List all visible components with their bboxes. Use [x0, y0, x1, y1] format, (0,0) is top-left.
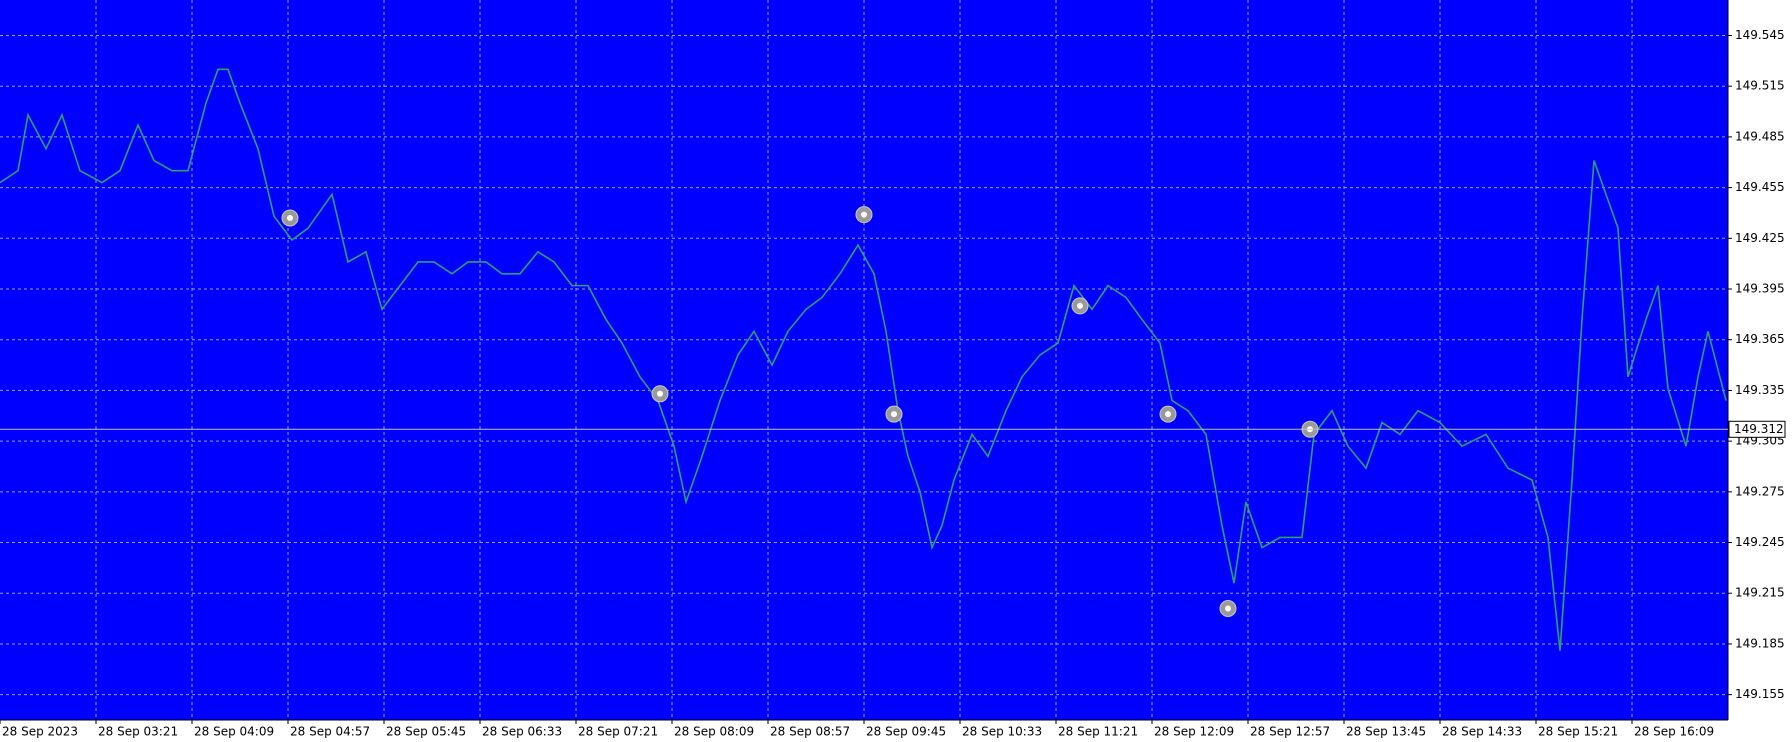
trade-marker-center [1225, 605, 1231, 612]
x-tick-label: 28 Sep 06:33 [482, 725, 562, 739]
trade-marker-center [287, 215, 293, 222]
y-tick-label: 149.395 [1735, 282, 1785, 296]
y-tick-label: 149.425 [1735, 231, 1785, 245]
y-tick-label: 149.485 [1735, 129, 1785, 143]
y-tick-label: 149.155 [1735, 687, 1785, 701]
trade-marker-center [891, 411, 897, 418]
x-tick-label: 28 Sep 11:21 [1058, 725, 1138, 739]
trade-marker-center [861, 211, 867, 218]
x-tick-label: 28 Sep 10:33 [962, 725, 1042, 739]
y-tick-label: 149.245 [1735, 535, 1785, 549]
x-tick-label: 28 Sep 09:45 [866, 725, 946, 739]
y-tick-label: 149.545 [1735, 28, 1785, 42]
x-tick-label: 28 Sep 08:09 [674, 725, 754, 739]
y-tick-label: 149.185 [1735, 636, 1785, 650]
current-price-box [1728, 420, 1786, 438]
x-tick-label: 28 Sep 2023 [2, 725, 78, 739]
x-tick-label: 28 Sep 04:57 [290, 725, 370, 739]
x-tick-label: 28 Sep 12:09 [1154, 725, 1234, 739]
price-line [0, 68, 1727, 651]
current-price-label: 149.312 [1734, 422, 1784, 436]
x-tick-label: 28 Sep 03:21 [98, 725, 178, 739]
y-tick-label: 149.275 [1735, 484, 1785, 498]
y-tick-label: 149.455 [1735, 180, 1785, 194]
y-tick-label: 149.365 [1735, 332, 1785, 346]
trade-marker-center [1077, 302, 1083, 309]
y-tick-label: 149.515 [1735, 79, 1785, 93]
x-tick-label: 28 Sep 04:09 [194, 725, 274, 739]
x-tick-label: 28 Sep 14:33 [1442, 725, 1522, 739]
y-tick-label: 149.215 [1735, 586, 1785, 600]
trade-marker-center [657, 390, 663, 397]
x-tick-label: 28 Sep 13:45 [1346, 725, 1426, 739]
trade-marker-center [1165, 411, 1171, 418]
x-tick-label: 28 Sep 15:21 [1538, 725, 1618, 739]
y-tick-label: 149.335 [1735, 383, 1785, 397]
x-tick-label: 28 Sep 05:45 [386, 725, 466, 739]
x-tick-label: 28 Sep 16:09 [1634, 725, 1714, 739]
x-tick-label: 28 Sep 07:21 [578, 725, 658, 739]
x-tick-label: 28 Sep 12:57 [1250, 725, 1330, 739]
x-tick-label: 28 Sep 08:57 [770, 725, 850, 739]
